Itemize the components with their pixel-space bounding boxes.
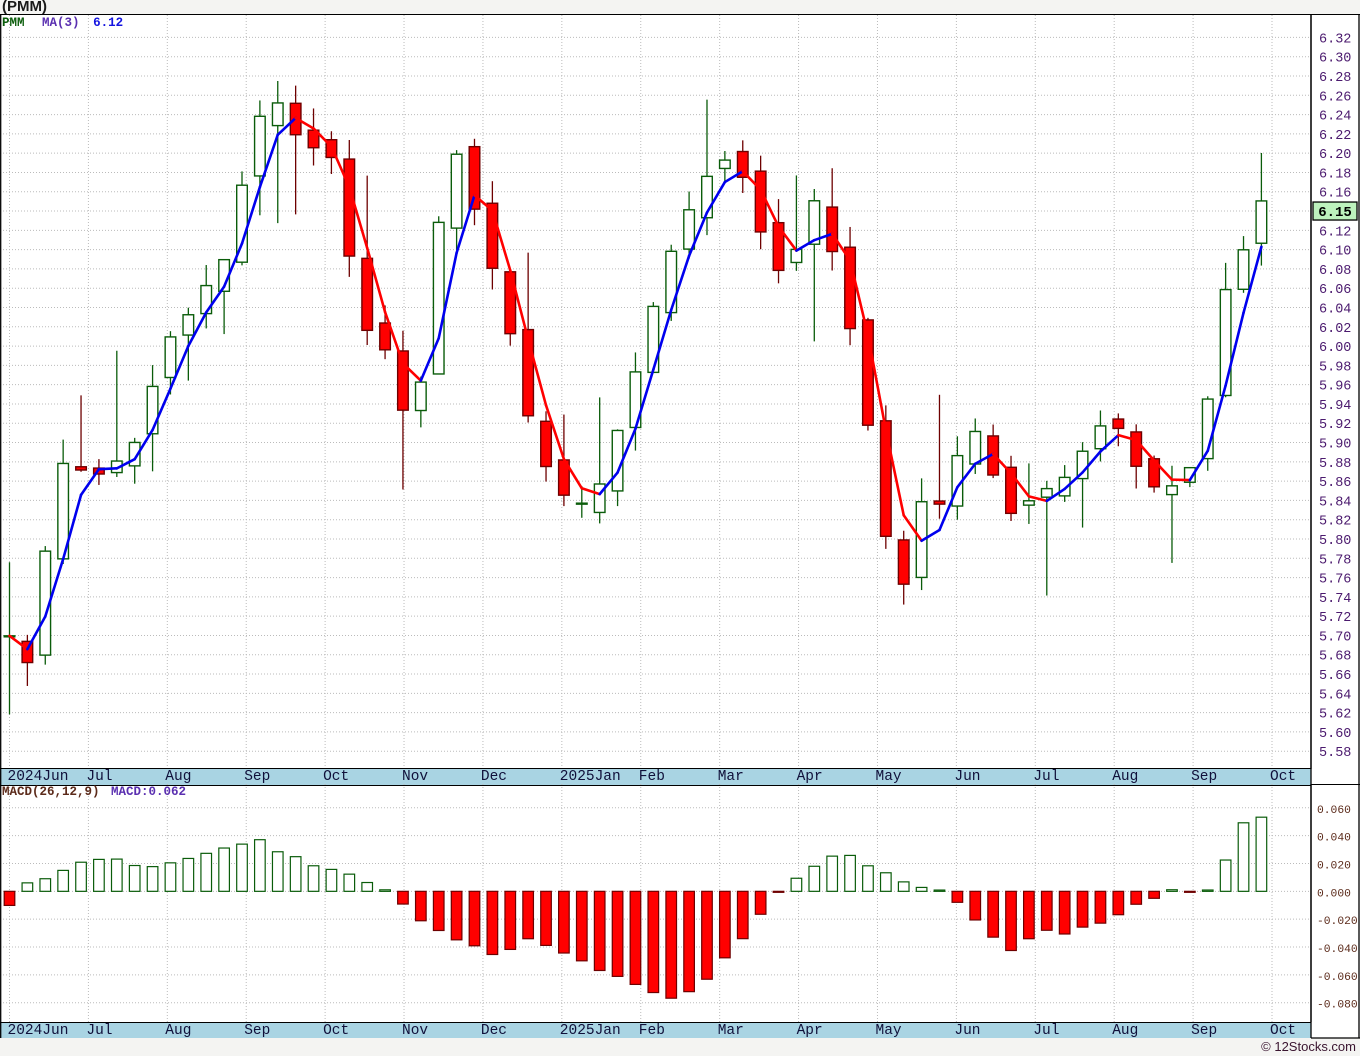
svg-text:May: May xyxy=(876,1023,902,1038)
svg-text:5.60: 5.60 xyxy=(1319,727,1351,742)
svg-text:Jun: Jun xyxy=(954,1023,980,1038)
svg-text:6.08: 6.08 xyxy=(1319,264,1351,279)
svg-text:5.74: 5.74 xyxy=(1319,592,1351,607)
svg-text:6.20: 6.20 xyxy=(1319,148,1351,163)
svg-text:Aug: Aug xyxy=(1112,1023,1138,1038)
svg-text:May: May xyxy=(876,769,902,784)
svg-text:5.80: 5.80 xyxy=(1319,534,1351,549)
svg-text:Jul: Jul xyxy=(86,1023,112,1038)
svg-text:Aug: Aug xyxy=(1112,769,1138,784)
svg-text:Sep: Sep xyxy=(1191,1023,1217,1038)
svg-text:6.24: 6.24 xyxy=(1319,110,1351,125)
svg-text:5.68: 5.68 xyxy=(1319,650,1351,665)
svg-text:Apr: Apr xyxy=(797,769,823,784)
svg-text:5.82: 5.82 xyxy=(1319,515,1351,530)
svg-text:Apr: Apr xyxy=(797,1023,823,1038)
svg-text:2025Jan: 2025Jan xyxy=(560,1023,621,1038)
svg-text:Dec: Dec xyxy=(481,769,507,784)
svg-text:Oct: Oct xyxy=(323,769,349,784)
svg-text:Nov: Nov xyxy=(402,769,428,784)
svg-text:-0.020: -0.020 xyxy=(1317,916,1358,928)
svg-text:6.32: 6.32 xyxy=(1319,32,1351,47)
svg-text:5.76: 5.76 xyxy=(1319,573,1351,588)
svg-text:6.26: 6.26 xyxy=(1319,90,1351,105)
svg-text:2025Jan: 2025Jan xyxy=(560,769,621,784)
svg-text:-0.080: -0.080 xyxy=(1317,1000,1358,1012)
svg-text:5.78: 5.78 xyxy=(1319,553,1351,568)
svg-text:Jul: Jul xyxy=(1033,1023,1059,1038)
svg-text:Oct: Oct xyxy=(1270,769,1296,784)
svg-text:Jul: Jul xyxy=(86,769,112,784)
svg-text:Oct: Oct xyxy=(323,1023,349,1038)
svg-text:5.96: 5.96 xyxy=(1319,380,1351,395)
svg-text:6.02: 6.02 xyxy=(1319,322,1351,337)
svg-text:0.040: 0.040 xyxy=(1317,833,1351,845)
svg-text:0.060: 0.060 xyxy=(1317,805,1351,817)
svg-text:-0.040: -0.040 xyxy=(1317,944,1358,956)
svg-text:5.58: 5.58 xyxy=(1319,746,1351,761)
svg-text:Sep: Sep xyxy=(244,1023,270,1038)
svg-text:5.70: 5.70 xyxy=(1319,630,1351,645)
svg-text:Feb: Feb xyxy=(639,769,665,784)
svg-text:5.62: 5.62 xyxy=(1319,708,1351,723)
svg-text:2024Jun: 2024Jun xyxy=(8,1023,69,1038)
svg-text:6.30: 6.30 xyxy=(1319,52,1351,67)
svg-text:5.94: 5.94 xyxy=(1319,399,1351,414)
svg-text:6.22: 6.22 xyxy=(1319,129,1351,144)
svg-text:6.10: 6.10 xyxy=(1319,245,1351,260)
svg-text:6.00: 6.00 xyxy=(1319,341,1351,356)
svg-text:Aug: Aug xyxy=(165,769,191,784)
svg-text:2024Jun: 2024Jun xyxy=(8,769,69,784)
svg-text:5.98: 5.98 xyxy=(1319,360,1351,375)
svg-text:6.06: 6.06 xyxy=(1319,283,1351,298)
svg-text:5.90: 5.90 xyxy=(1319,438,1351,453)
svg-text:6.28: 6.28 xyxy=(1319,71,1351,86)
svg-text:Aug: Aug xyxy=(165,1023,191,1038)
svg-text:6.16: 6.16 xyxy=(1319,187,1351,202)
svg-text:6.15: 6.15 xyxy=(1318,205,1352,221)
svg-text:Oct: Oct xyxy=(1270,1023,1296,1038)
svg-text:6.18: 6.18 xyxy=(1319,167,1351,182)
svg-text:5.88: 5.88 xyxy=(1319,457,1351,472)
svg-text:5.92: 5.92 xyxy=(1319,418,1351,433)
svg-text:5.86: 5.86 xyxy=(1319,476,1351,491)
svg-text:Jul: Jul xyxy=(1033,769,1059,784)
svg-text:0.020: 0.020 xyxy=(1317,860,1351,872)
svg-text:5.64: 5.64 xyxy=(1319,688,1351,703)
svg-text:Mar: Mar xyxy=(718,1023,744,1038)
svg-text:Mar: Mar xyxy=(718,769,744,784)
svg-text:5.72: 5.72 xyxy=(1319,611,1351,626)
svg-text:5.66: 5.66 xyxy=(1319,669,1351,684)
svg-text:0.000: 0.000 xyxy=(1317,888,1351,900)
svg-text:6.04: 6.04 xyxy=(1319,302,1351,317)
svg-text:6.12: 6.12 xyxy=(1319,225,1351,240)
svg-text:Feb: Feb xyxy=(639,1023,665,1038)
svg-text:Jun: Jun xyxy=(954,769,980,784)
svg-text:Dec: Dec xyxy=(481,1023,507,1038)
svg-text:Sep: Sep xyxy=(244,769,270,784)
svg-text:5.84: 5.84 xyxy=(1319,495,1351,510)
svg-text:Sep: Sep xyxy=(1191,769,1217,784)
svg-text:-0.060: -0.060 xyxy=(1317,972,1358,984)
svg-text:Nov: Nov xyxy=(402,1023,428,1038)
